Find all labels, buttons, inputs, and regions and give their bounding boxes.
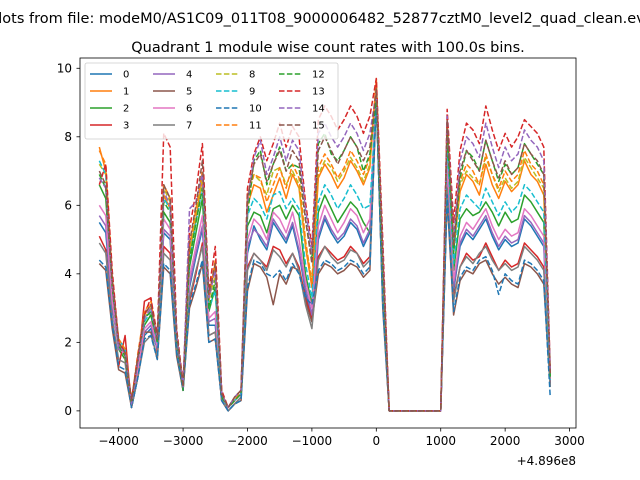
series-line-14 xyxy=(98,91,551,412)
x-tick-label: 1000 xyxy=(425,434,456,448)
legend-box xyxy=(84,62,339,140)
series-line-12 xyxy=(98,98,551,412)
x-tick-label: −3000 xyxy=(163,434,204,448)
legend-label-15: 15 xyxy=(312,121,325,132)
x-offset-text: +4.896e8 xyxy=(517,454,576,468)
legend-label-13: 13 xyxy=(312,87,325,98)
x-tick-label: −2000 xyxy=(227,434,268,448)
legend-label-5: 5 xyxy=(186,87,192,98)
series-line-11 xyxy=(98,81,551,412)
x-tick-label: 0 xyxy=(372,434,380,448)
x-tick-label: −4000 xyxy=(98,434,139,448)
legend-label-12: 12 xyxy=(312,70,325,81)
x-tick-label: 3000 xyxy=(554,434,585,448)
legend-label-10: 10 xyxy=(249,104,262,115)
y-tick-label: 4 xyxy=(64,267,72,281)
legend-label-11: 11 xyxy=(249,121,262,132)
x-tick-label: −1000 xyxy=(292,434,333,448)
y-tick-label: 6 xyxy=(64,199,72,213)
legend-label-1: 1 xyxy=(123,87,129,98)
legend-label-4: 4 xyxy=(186,70,192,81)
legend-label-6: 6 xyxy=(186,104,192,115)
y-tick-label: 2 xyxy=(64,336,72,350)
y-tick-label: 0 xyxy=(64,404,72,418)
x-axis: −4000 −3000 −2000 −1000 0 1000 2000 3000 xyxy=(98,428,585,448)
x-tick-label: 2000 xyxy=(490,434,521,448)
legend-label-7: 7 xyxy=(186,121,192,132)
y-axis: 0 2 4 6 8 10 xyxy=(57,61,80,418)
series-line-10 xyxy=(98,98,551,412)
legend-label-9: 9 xyxy=(249,87,255,98)
y-tick-label: 10 xyxy=(57,61,72,75)
legend-label-14: 14 xyxy=(312,104,325,115)
plot-frame xyxy=(79,57,577,429)
y-tick-label: 8 xyxy=(64,130,72,144)
chart-title: Quadrant 1 module wise count rates with … xyxy=(131,40,525,56)
legend-label-0: 0 xyxy=(123,70,129,81)
chart-suptitle: Plots from file: modeM0/AS1C09_011T08_90… xyxy=(0,11,640,27)
legend-label-2: 2 xyxy=(123,104,129,115)
legend-label-8: 8 xyxy=(249,70,255,81)
legend-label-3: 3 xyxy=(123,121,129,132)
